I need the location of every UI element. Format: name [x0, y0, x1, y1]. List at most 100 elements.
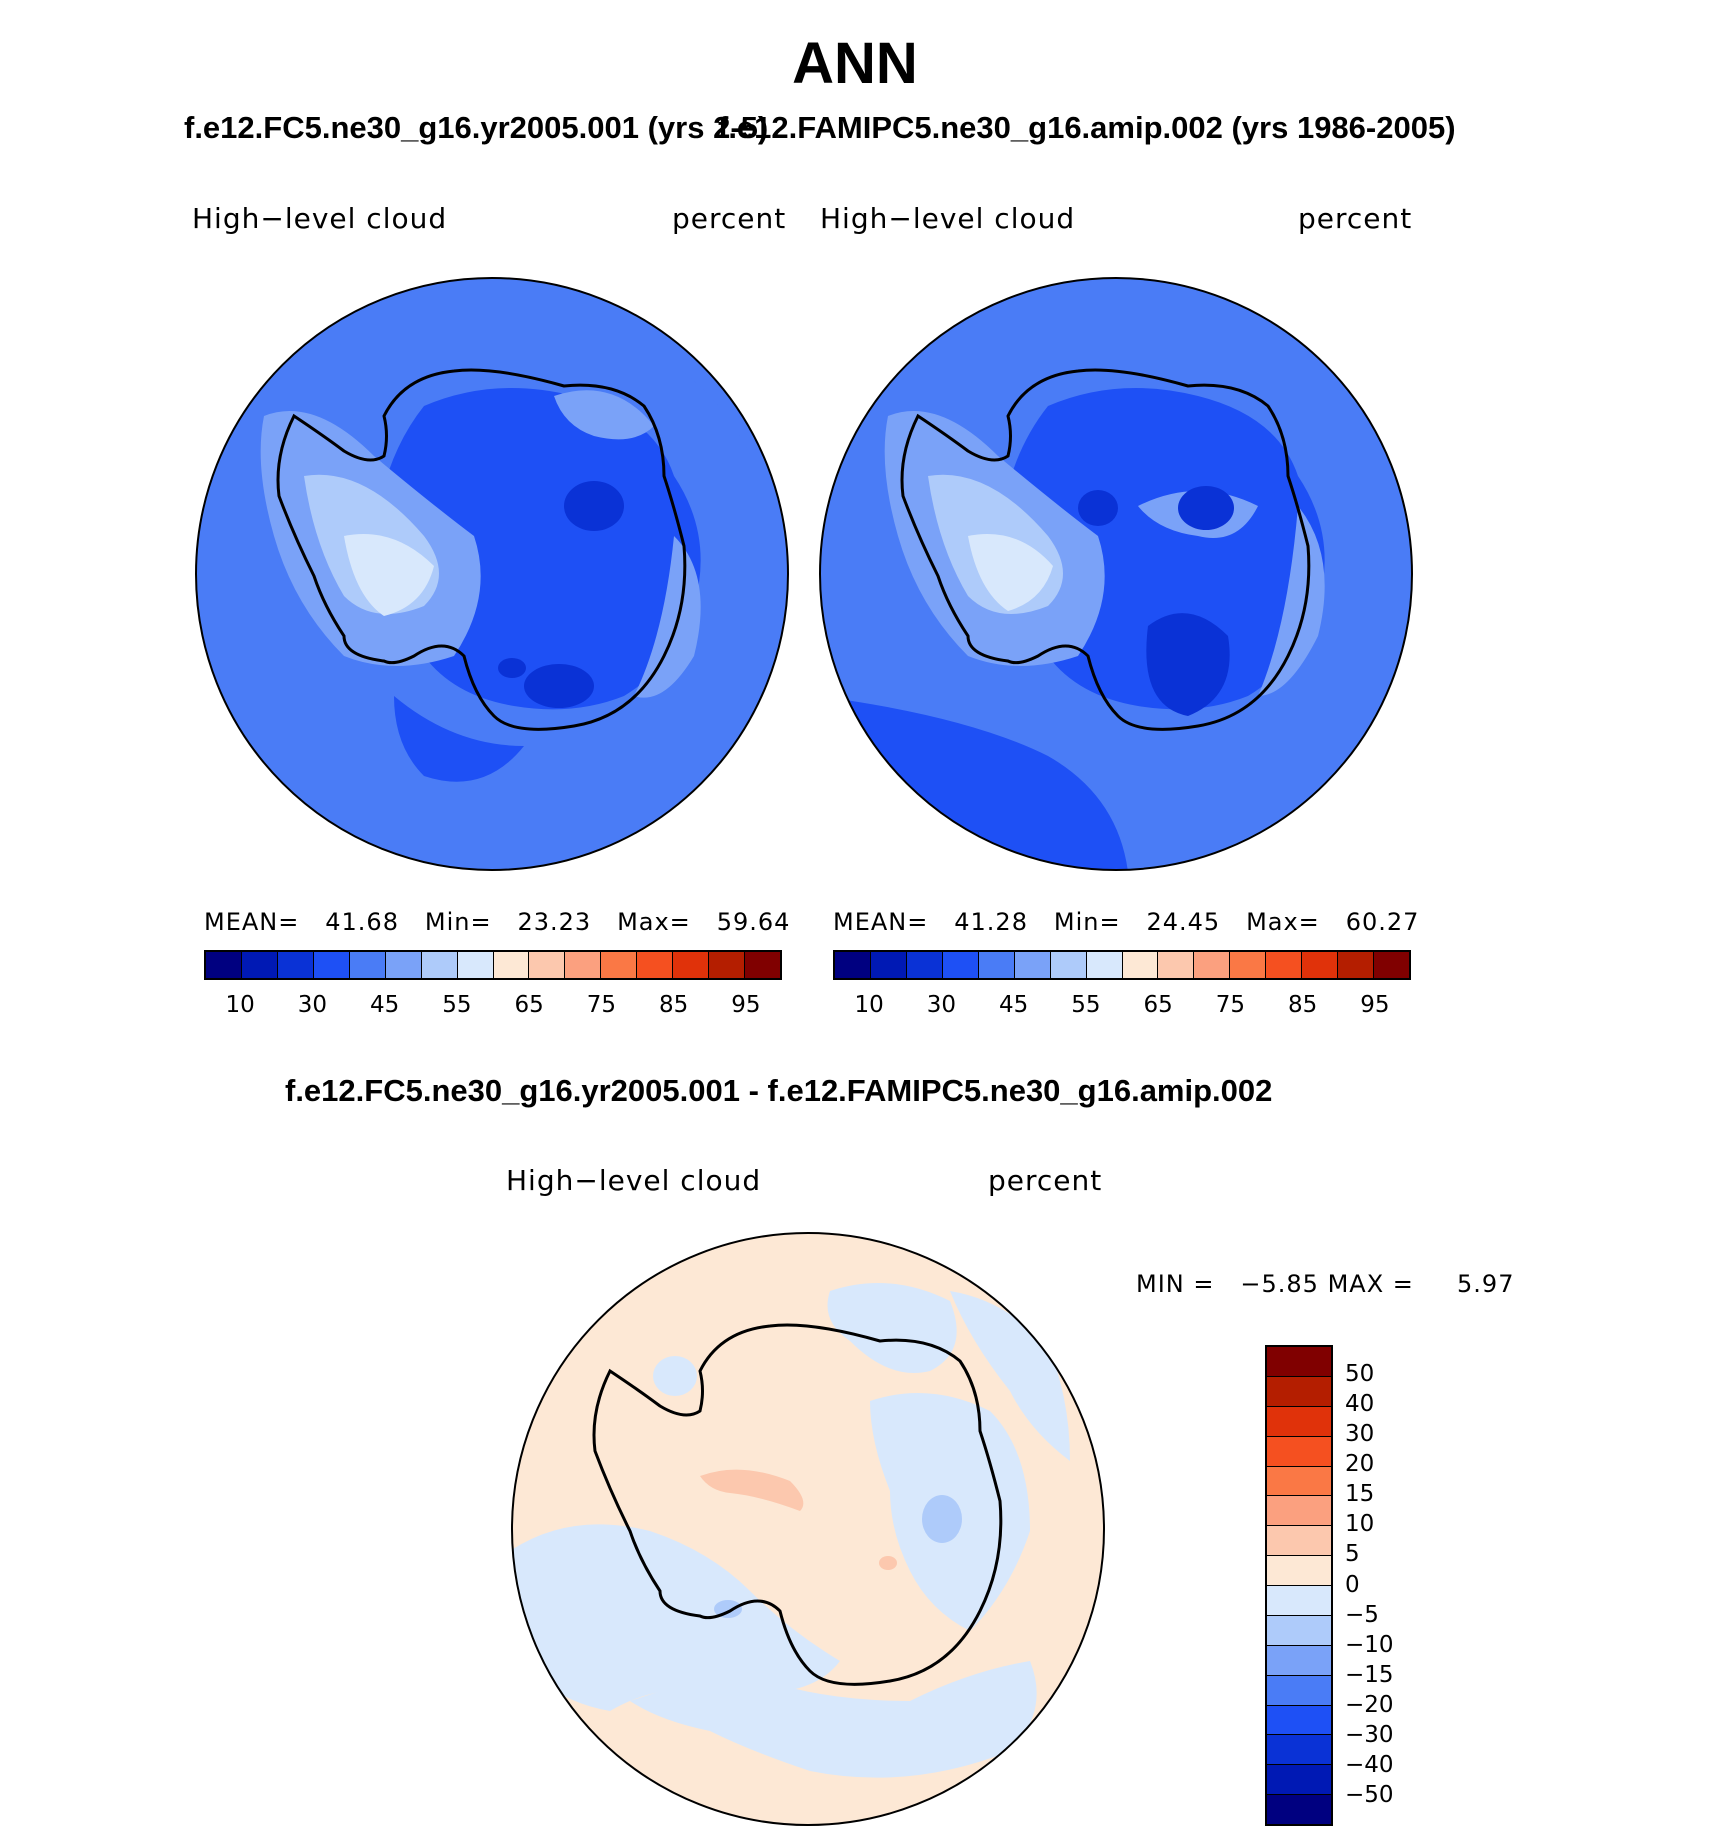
- panel2-polar-map: [819, 277, 1413, 871]
- colorbar-tick-label: 75: [586, 992, 617, 1018]
- panel1-variable-label: High−level cloud: [192, 202, 448, 235]
- colorbar-tick-label: 10: [1345, 1511, 1375, 1538]
- panel1-units-label: percent: [672, 202, 787, 235]
- colorbar-swatch: [1086, 952, 1123, 978]
- panel1-min-label: Min=: [424, 908, 492, 936]
- colorbar-swatch: [1267, 1586, 1331, 1616]
- page-title: ANN: [792, 31, 918, 96]
- difference-polar-map: [511, 1232, 1105, 1826]
- colorbar-tick-label: 65: [514, 992, 544, 1018]
- difference-max-label: MAX =: [1327, 1270, 1414, 1298]
- colorbar-tick-label: −15: [1345, 1661, 1394, 1688]
- colorbar-swatch: [637, 952, 674, 978]
- colorbar-swatch: [1267, 1556, 1331, 1586]
- colorbar-swatch: [1267, 1735, 1331, 1766]
- panel1-stats: MEAN= 41.68 Min= 23.23 Max= 59.64: [204, 908, 790, 936]
- colorbar-tick-label: 85: [658, 992, 689, 1018]
- colorbar-tick-label: 0: [1345, 1571, 1360, 1598]
- colorbar-swatch: [1267, 1466, 1331, 1497]
- colorbar-swatch: [1267, 1376, 1331, 1407]
- colorbar-swatch: [745, 952, 780, 978]
- colorbar-tick-label: −30: [1345, 1721, 1394, 1748]
- panel2-colorbar-ticks: 10 30 45 55 65 75 85 95: [833, 992, 1411, 1022]
- colorbar-tick-label: 95: [1360, 992, 1390, 1018]
- difference-max-value: 5.97: [1457, 1270, 1515, 1298]
- colorbar-tick-label: 30: [1345, 1421, 1375, 1448]
- colorbar-swatch: [942, 952, 979, 978]
- case-title-left: f.e12.FC5.ne30_g16.yr2005.001 (yrs 2-5): [184, 110, 769, 145]
- colorbar-swatch: [1050, 952, 1087, 978]
- colorbar-swatch: [906, 952, 943, 978]
- colorbar-swatch: [385, 952, 422, 978]
- colorbar-tick-label: 95: [731, 992, 761, 1018]
- colorbar-swatch: [835, 952, 871, 978]
- colorbar-swatch: [1267, 1675, 1331, 1706]
- colorbar-swatch: [1267, 1795, 1331, 1824]
- colorbar-tick-label: −50: [1345, 1781, 1394, 1808]
- colorbar-tick-label: 20: [1345, 1451, 1375, 1478]
- panel1-colorbar-ticks: 10 30 45 55 65 75 85 95: [204, 992, 782, 1022]
- case-title-right: f.e12.FAMIPC5.ne30_g16.amip.002 (yrs 198…: [718, 110, 1456, 145]
- colorbar-tick-label: −40: [1345, 1751, 1394, 1778]
- colorbar-tick-label: 50: [1345, 1361, 1375, 1388]
- difference-title: f.e12.FC5.ne30_g16.yr2005.001 - f.e12.FA…: [285, 1073, 1273, 1108]
- panel1-max-label: Max=: [617, 908, 691, 936]
- colorbar-swatch: [1158, 952, 1195, 978]
- panel2-mean-value: 41.28: [954, 908, 1028, 936]
- colorbar-swatch: [1338, 952, 1375, 978]
- panel2-min-label: Min=: [1053, 908, 1121, 936]
- colorbar-swatch: [241, 952, 278, 978]
- colorbar-swatch: [206, 952, 242, 978]
- difference-min-value: −5.85: [1240, 1270, 1319, 1298]
- colorbar-swatch: [1374, 952, 1409, 978]
- colorbar-swatch: [277, 952, 314, 978]
- colorbar-swatch: [1266, 952, 1303, 978]
- panel1-polar-map: [195, 277, 789, 871]
- colorbar-tick-label: 75: [1215, 992, 1246, 1018]
- colorbar-swatch: [493, 952, 530, 978]
- panel2-max-label: Max=: [1246, 908, 1320, 936]
- difference-variable-label: High−level cloud: [506, 1164, 762, 1197]
- panel1-max-value: 59.64: [716, 908, 791, 936]
- colorbar-tick-label: 5: [1345, 1541, 1360, 1568]
- colorbar-swatch: [349, 952, 386, 978]
- panel1-mean-value: 41.68: [325, 908, 399, 936]
- colorbar-swatch: [529, 952, 566, 978]
- panel2-max-value: 60.27: [1345, 908, 1420, 936]
- colorbar-tick-label: 45: [369, 992, 400, 1018]
- colorbar-swatch: [1014, 952, 1051, 978]
- colorbar-swatch: [1267, 1496, 1331, 1527]
- colorbar-tick-label: 55: [442, 992, 472, 1018]
- colorbar-tick-label: 55: [1071, 992, 1101, 1018]
- colorbar-swatch: [601, 952, 638, 978]
- colorbar-swatch: [1267, 1526, 1331, 1557]
- panel2-min-value: 24.45: [1146, 908, 1221, 936]
- colorbar-tick-label: 10: [854, 992, 884, 1018]
- difference-minmax: MIN = −5.85 MAX = 5.97: [1136, 1270, 1514, 1298]
- colorbar-swatch: [673, 952, 710, 978]
- colorbar-tick-label: −20: [1345, 1691, 1394, 1718]
- colorbar-tick-label: 30: [297, 992, 328, 1018]
- colorbar-swatch: [421, 952, 458, 978]
- panel1-mean-label: MEAN=: [204, 908, 300, 936]
- colorbar-swatch: [1267, 1645, 1331, 1676]
- panel2-mean-label: MEAN=: [833, 908, 929, 936]
- panel2-units-label: percent: [1298, 202, 1413, 235]
- colorbar-swatch: [457, 952, 494, 978]
- colorbar-swatch: [1122, 952, 1159, 978]
- panel1-colorbar: [204, 950, 782, 980]
- colorbar-swatch: [1302, 952, 1339, 978]
- colorbar-swatch: [565, 952, 602, 978]
- colorbar-swatch: [1267, 1765, 1331, 1796]
- panel2-colorbar: [833, 950, 1411, 980]
- colorbar-swatch: [313, 952, 350, 978]
- colorbar-swatch: [1267, 1436, 1331, 1467]
- difference-units-label: percent: [988, 1164, 1103, 1197]
- colorbar-tick-label: 65: [1143, 992, 1173, 1018]
- panel2-variable-label: High−level cloud: [820, 202, 1076, 235]
- colorbar-swatch: [1267, 1705, 1331, 1736]
- colorbar-tick-label: 30: [926, 992, 957, 1018]
- colorbar-swatch: [1267, 1615, 1331, 1646]
- colorbar-swatch: [1267, 1406, 1331, 1437]
- difference-min-label: MIN =: [1136, 1270, 1215, 1298]
